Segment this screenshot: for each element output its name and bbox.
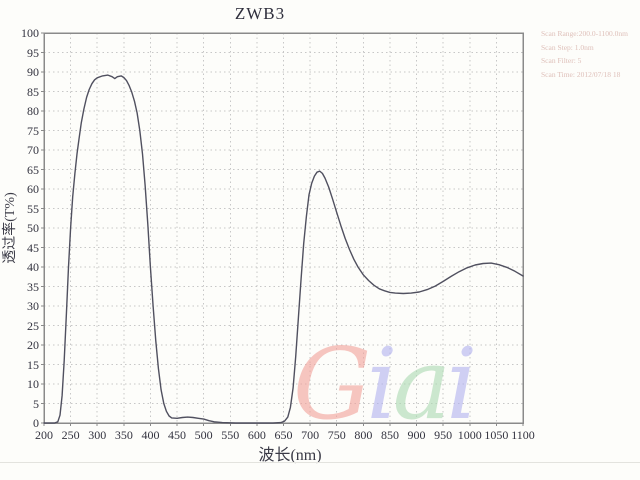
y-tick-label: 85 — [27, 84, 39, 99]
y-tick-label: 60 — [27, 182, 39, 196]
y-tick-label: 15 — [27, 357, 39, 372]
x-tick-label: 950 — [434, 428, 453, 442]
scan-info-line: Scan Time: 2012/07/18 18 — [541, 69, 621, 79]
y-tick-label: 70 — [27, 143, 39, 157]
y-tick-label: 50 — [27, 221, 39, 235]
scan-artifact-line — [0, 462, 640, 463]
gridlines — [44, 33, 523, 423]
series-zwb3 — [43, 74, 524, 424]
y-tick-label: 40 — [27, 260, 39, 274]
x-tick-label: 1050 — [484, 428, 509, 442]
x-tick-label: 850 — [380, 428, 399, 442]
x-tick-label: 250 — [61, 428, 80, 442]
x-tick-label: 1100 — [511, 428, 535, 442]
y-tick-label: 30 — [27, 299, 39, 313]
y-tick-label: 65 — [27, 162, 39, 177]
x-tick-label: 700 — [301, 428, 320, 442]
transmittance-curve — [43, 74, 524, 424]
y-tick-label: 90 — [27, 65, 39, 79]
chart-title: ZWB3 — [234, 4, 286, 23]
x-tick-label: 550 — [221, 428, 240, 442]
x-tick-label: 400 — [141, 428, 160, 442]
y-tick-label: 80 — [27, 104, 39, 118]
y-tick-label: 10 — [27, 377, 39, 391]
scan-metadata-block: Scan Range:200.0-1100.0nm Scan Step: 1.0n… — [541, 27, 640, 81]
x-tick-label: 650 — [274, 428, 293, 442]
x-tick-label: 1000 — [457, 428, 482, 442]
x-axis-title: 波长(nm) — [258, 447, 322, 464]
y-tick-label: 20 — [27, 338, 39, 352]
y-tick-label: 75 — [27, 123, 39, 138]
scan-info-line: Scan Step: 1.0nm — [541, 42, 594, 52]
axis-tick-marks — [41, 32, 524, 426]
y-tick-label: 100 — [21, 26, 39, 40]
y-axis-title: 透过率(T%) — [3, 192, 18, 264]
x-tick-label: 200 — [35, 428, 53, 442]
x-tick-label: 800 — [354, 428, 373, 442]
y-tick-label: 45 — [27, 240, 39, 255]
scan-info-line: Scan Filter: 5 — [541, 56, 582, 65]
x-tick-label: 300 — [88, 428, 107, 442]
scan-info-line: Scan Range:200.0-1100.0nm — [541, 29, 629, 38]
y-tick-label: 35 — [27, 279, 39, 294]
x-tick-label: 900 — [407, 428, 426, 442]
y-tick-label: 95 — [27, 45, 39, 60]
x-tick-label: 600 — [247, 428, 266, 442]
x-tick-label: 350 — [114, 428, 133, 442]
x-tick-label: 750 — [327, 428, 346, 442]
x-tick-label: 450 — [168, 428, 187, 442]
x-tick-label: 500 — [194, 428, 213, 442]
y-tick-label: 5 — [33, 396, 39, 411]
y-tick-label: 0 — [33, 416, 39, 430]
y-tick-label: 55 — [27, 201, 39, 216]
y-tick-label: 25 — [27, 318, 39, 333]
